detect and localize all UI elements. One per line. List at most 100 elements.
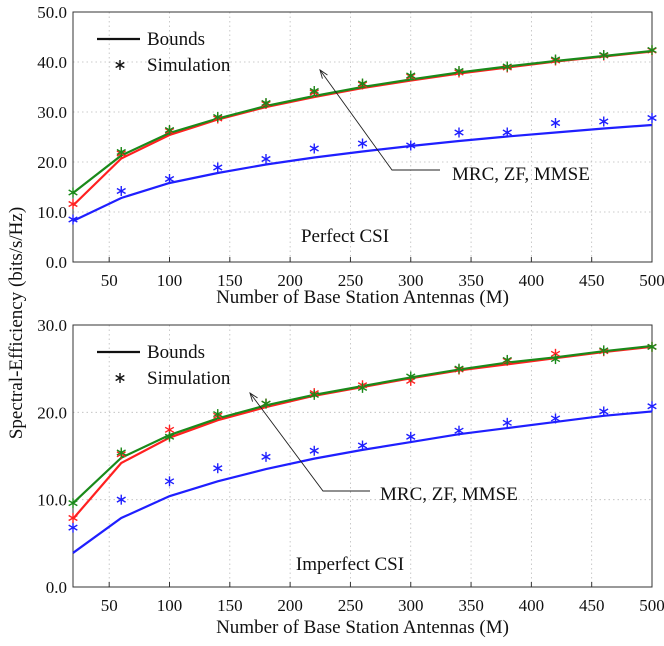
x-axis-label: Number of Base Station Antennas (M) bbox=[216, 617, 509, 638]
y-tick-label: 0.0 bbox=[46, 253, 67, 272]
simulation-marker bbox=[68, 199, 78, 209]
x-tick-label: 350 bbox=[458, 271, 484, 290]
simulation-marker bbox=[261, 398, 271, 409]
simulation-marker bbox=[116, 447, 126, 458]
x-tick-label: 400 bbox=[519, 596, 545, 615]
simulation-marker bbox=[213, 162, 223, 173]
simulation-marker bbox=[213, 409, 223, 420]
y-tick-label: 40.0 bbox=[37, 53, 67, 72]
simulation-marker bbox=[599, 116, 609, 127]
x-tick-label: 300 bbox=[398, 596, 424, 615]
legend-label-simulation: Simulation bbox=[147, 368, 231, 389]
simulation-marker bbox=[406, 371, 416, 382]
x-tick-label: 500 bbox=[639, 596, 664, 615]
simulation-marker bbox=[502, 417, 512, 428]
simulation-marker bbox=[213, 112, 223, 122]
simulation-marker bbox=[454, 66, 464, 76]
x-tick-label: 350 bbox=[458, 596, 484, 615]
y-tick-label: 20.0 bbox=[37, 153, 67, 172]
simulation-marker bbox=[261, 154, 271, 164]
legend-star-swatch bbox=[115, 60, 125, 70]
plot-panel-2: 50 100 150 200 250 300 350 400 450 500 0.0 10.0 20.0… bbox=[37, 316, 664, 638]
simulation-marker bbox=[599, 406, 609, 417]
y-axis-label: Spectral-Efficiency (bits/s/Hz) bbox=[6, 207, 27, 439]
simulation-marker bbox=[116, 147, 126, 157]
simulation-marker bbox=[68, 498, 78, 509]
simulation-marker bbox=[454, 363, 464, 374]
x-tick-label: 200 bbox=[277, 271, 303, 290]
simulation-marker bbox=[599, 345, 609, 356]
x-tick-label: 500 bbox=[639, 271, 664, 290]
simulation-marker bbox=[68, 214, 78, 225]
y-tick-label: 10.0 bbox=[37, 491, 67, 510]
y-tick-label: 50.0 bbox=[37, 3, 67, 22]
x-tick-label: 450 bbox=[579, 271, 605, 290]
simulation-marker bbox=[164, 431, 175, 442]
simulation-marker bbox=[309, 86, 319, 96]
simulation-marker bbox=[357, 138, 368, 149]
x-tick-label: 50 bbox=[101, 271, 118, 290]
x-tick-label: 250 bbox=[338, 271, 364, 290]
simulation-marker bbox=[647, 341, 657, 352]
simulation-marker bbox=[502, 61, 512, 72]
simulation-marker bbox=[68, 187, 78, 198]
x-tick-label: 100 bbox=[157, 271, 183, 290]
simulation-marker bbox=[164, 476, 175, 487]
x-tick-label: 150 bbox=[217, 596, 243, 615]
simulation-marker bbox=[357, 440, 368, 451]
simulation-marker bbox=[116, 186, 126, 196]
x-tick-label: 300 bbox=[398, 271, 424, 290]
y-tick-label: 0.0 bbox=[46, 578, 67, 597]
plot-frame bbox=[72, 11, 653, 263]
simulation-marker bbox=[647, 113, 657, 123]
simulation-marker bbox=[550, 354, 561, 365]
simulation-marker bbox=[164, 174, 175, 184]
csi-condition-label: Perfect CSI bbox=[301, 226, 389, 247]
x-tick-label: 400 bbox=[519, 271, 545, 290]
y-tick-label: 30.0 bbox=[37, 103, 67, 122]
simulation-marker bbox=[454, 127, 464, 138]
simulation-marker bbox=[647, 401, 657, 412]
simulation-marker bbox=[213, 463, 223, 474]
x-tick-label: 50 bbox=[101, 596, 118, 615]
y-tick-label: 30.0 bbox=[37, 316, 67, 335]
annotation-arrow bbox=[249, 392, 370, 492]
simulation-marker bbox=[357, 78, 368, 89]
legend: Bounds Simulation bbox=[97, 29, 231, 76]
simulation-marker bbox=[647, 45, 657, 55]
simulation-marker bbox=[550, 54, 561, 65]
simulation-marker bbox=[599, 50, 609, 60]
legend-label-bounds: Bounds bbox=[147, 342, 205, 363]
annotation-arrow bbox=[319, 69, 440, 171]
legend-label-simulation: Simulation bbox=[147, 55, 231, 76]
x-tick-label: 450 bbox=[579, 596, 605, 615]
simulation-marker bbox=[309, 445, 319, 456]
plot-panel-1: 50 100 150 200 250 300 350 400 450 500 0.0 10.0 20.0… bbox=[37, 3, 664, 308]
legend: Bounds Simulation bbox=[97, 342, 231, 389]
simulation-marker bbox=[454, 425, 464, 436]
simulation-marker bbox=[502, 354, 512, 365]
simulation-marker bbox=[406, 431, 416, 442]
legend-label-bounds: Bounds bbox=[147, 29, 205, 50]
simulation-marker bbox=[261, 451, 271, 462]
simulation-marker bbox=[406, 140, 416, 151]
simulation-marker bbox=[550, 413, 561, 424]
simulation-marker bbox=[357, 382, 368, 393]
simulation-marker bbox=[116, 494, 126, 505]
simulation-marker bbox=[309, 143, 319, 154]
arrowhead-icon bbox=[249, 391, 258, 402]
y-tick-label: 20.0 bbox=[37, 403, 67, 422]
simulation-marker bbox=[68, 522, 78, 533]
arrow-label: MRC, ZF, MMSE bbox=[380, 484, 518, 505]
simulation-marker bbox=[309, 389, 319, 400]
simulation-marker bbox=[502, 127, 512, 138]
simulation-marker bbox=[68, 513, 78, 524]
x-axis-label: Number of Base Station Antennas (M) bbox=[216, 287, 509, 308]
csi-condition-label: Imperfect CSI bbox=[296, 554, 404, 575]
y-tick-label: 10.0 bbox=[37, 203, 67, 222]
simulation-marker bbox=[164, 125, 175, 135]
simulation-marker bbox=[550, 118, 561, 128]
simulation-marker bbox=[406, 70, 416, 81]
x-tick-label: 250 bbox=[338, 596, 364, 615]
